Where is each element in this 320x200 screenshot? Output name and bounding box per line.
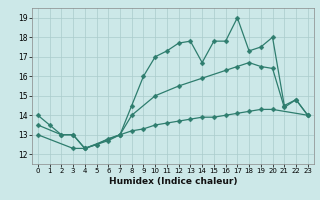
X-axis label: Humidex (Indice chaleur): Humidex (Indice chaleur) bbox=[108, 177, 237, 186]
